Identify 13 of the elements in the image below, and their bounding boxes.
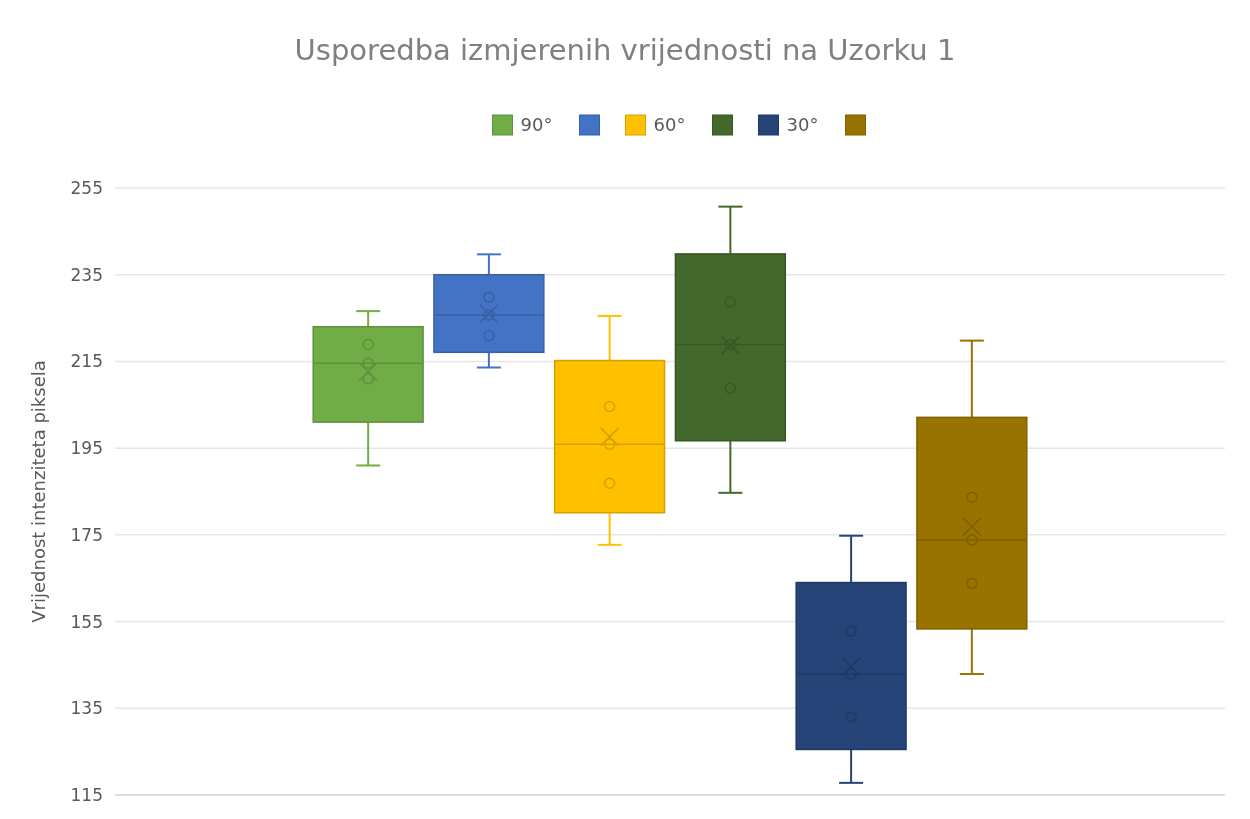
y-tick-label: 135 — [70, 698, 103, 719]
y-tick-label: 195 — [70, 438, 103, 459]
y-tick-label: 255 — [70, 177, 103, 198]
y-axis-title: Vrijednost intenziteta piksela — [28, 360, 49, 623]
legend-label: 30° — [786, 114, 819, 136]
chart-title: Usporedba izmjerenih vrijednosti na Uzorku 1 — [294, 33, 956, 67]
y-tick-label: 215 — [70, 351, 103, 372]
y-tick-label: 155 — [70, 611, 103, 632]
legend-label: 90° — [520, 114, 553, 136]
legend-label: 60° — [653, 114, 686, 136]
y-tick-label: 115 — [70, 784, 103, 805]
y-tick-label: 175 — [70, 524, 103, 545]
y-tick-label: 235 — [70, 264, 103, 285]
